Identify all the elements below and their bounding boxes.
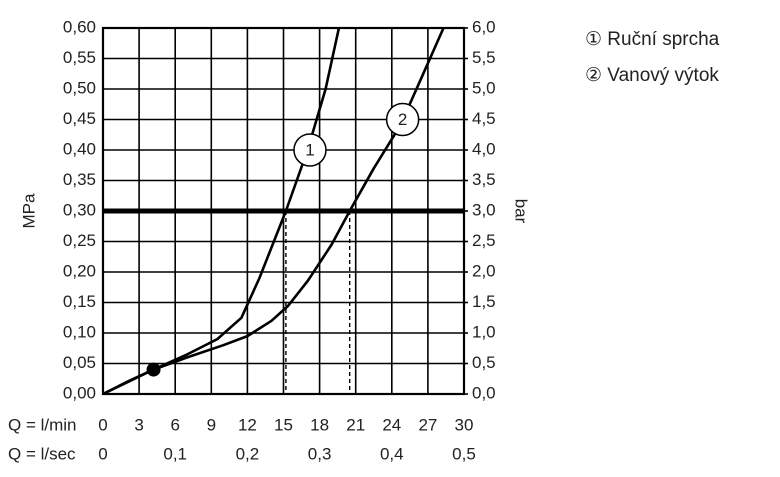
y2-tick-label: 2,0 [472, 261, 496, 280]
x2-tick-label: 0,3 [308, 444, 332, 463]
y-tick-label: 0,05 [63, 353, 96, 372]
x-tick-label: 12 [238, 415, 257, 434]
x-tick-label: 30 [455, 415, 474, 434]
y2-tick-label: 4,0 [472, 139, 496, 158]
x-tick-label: 3 [134, 415, 143, 434]
x2-tick-label: 0,5 [452, 444, 476, 463]
y2-tick-label: 3,5 [472, 170, 496, 189]
y2-tick-label: 3,0 [472, 200, 496, 219]
curve-label-circle [385, 102, 420, 137]
x2-axis-label: Q = l/sec [8, 444, 76, 463]
y-tick-label: 0,35 [63, 170, 96, 189]
y2-tick-label: 0,5 [472, 353, 496, 372]
x-tick-label: 24 [382, 415, 401, 434]
x2-tick-label: 0,2 [236, 444, 260, 463]
y-tick-label: 0,40 [63, 139, 96, 158]
curve-label: 2 [398, 110, 407, 129]
y-tick-label: 0,60 [63, 17, 96, 36]
y2-tick-label: 5,5 [472, 48, 496, 67]
y2-tick-label: 5,0 [472, 78, 496, 97]
y2-tick-label: 1,0 [472, 322, 496, 341]
y-tick-label: 0,15 [63, 292, 96, 311]
x2-tick-label: 0 [98, 444, 107, 463]
y-tick-label: 0,25 [63, 231, 96, 250]
x-tick-label: 18 [310, 415, 329, 434]
y-tick-label: 0,30 [63, 200, 96, 219]
y2-tick-label: 6,0 [472, 17, 496, 36]
marker-point [146, 362, 161, 377]
x-tick-label: 9 [207, 415, 216, 434]
x-tick-label: 15 [274, 415, 293, 434]
x-axis-label: Q = l/min [8, 415, 77, 434]
curve-label-circle [293, 133, 327, 167]
y-tick-label: 0,55 [63, 48, 96, 67]
x-tick-label: 27 [418, 415, 437, 434]
x-tick-label: 21 [346, 415, 365, 434]
curve-label: 1 [305, 140, 314, 159]
y-tick-label: 0,10 [63, 322, 96, 341]
y2-tick-label: 4,5 [472, 109, 496, 128]
y2-axis-label: bar [512, 199, 531, 224]
x2-tick-label: 0,4 [380, 444, 404, 463]
x-tick-label: 6 [170, 415, 179, 434]
y2-tick-label: 2,5 [472, 231, 496, 250]
y-tick-label: 0,50 [63, 78, 96, 97]
y-axis-label: MPa [19, 193, 38, 229]
y2-tick-label: 0,0 [472, 383, 496, 402]
y-tick-label: 0,45 [63, 109, 96, 128]
legend-entry: ① Ruční sprcha [585, 29, 720, 50]
x-tick-label: 0 [98, 415, 107, 434]
y2-tick-label: 1,5 [472, 292, 496, 311]
x2-tick-label: 0,1 [163, 444, 187, 463]
y-tick-label: 0,20 [63, 261, 96, 280]
y-tick-label: 0,00 [63, 383, 96, 402]
legend-entry: ② Vanový výtok [585, 65, 719, 86]
